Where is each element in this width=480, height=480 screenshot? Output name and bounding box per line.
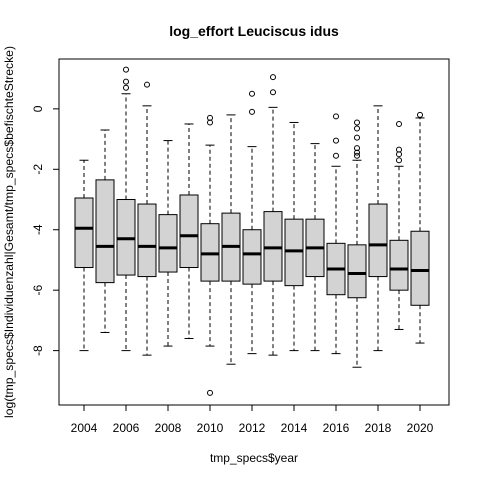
outlier-point	[123, 84, 129, 91]
outlier-point	[333, 113, 339, 120]
iqr-box	[410, 230, 430, 306]
x-tick-label: 2018	[365, 421, 392, 435]
box-2006	[116, 66, 136, 352]
iqr-box	[95, 179, 115, 284]
iqr-box	[284, 218, 304, 287]
y-ticks-group: 0 -2 -4 -6 -8	[31, 105, 59, 356]
outlier-point	[270, 74, 276, 81]
outlier-point	[354, 149, 360, 156]
outlier-point	[354, 119, 360, 126]
x-tick-label: 2008	[155, 421, 182, 435]
iqr-box	[179, 194, 199, 269]
box-2004	[74, 159, 94, 352]
outlier-point	[396, 157, 402, 164]
chart-title: log_effort Leuciscus idus	[169, 23, 339, 39]
x-tick-label: 2020	[407, 421, 434, 435]
box-2008	[158, 140, 178, 347]
outlier-point	[396, 151, 402, 158]
outlier-point	[249, 108, 255, 115]
iqr-box	[242, 229, 262, 285]
box-2017	[347, 119, 367, 368]
outlier-point	[417, 111, 423, 118]
outlier-point	[144, 81, 150, 88]
box-2019	[389, 120, 409, 330]
outlier-point	[333, 152, 339, 159]
y-tick-label: -4	[31, 224, 45, 235]
x-axis-label: tmp_specs$year	[210, 451, 298, 465]
x-tick-label: 2006	[113, 421, 140, 435]
x-tick-label: 2010	[197, 421, 224, 435]
box-2013	[263, 74, 283, 356]
x-ticks-group: 2004 2006 2008 2010 2012 2014 2016 2018 2020	[71, 405, 434, 435]
box-2020	[410, 111, 430, 344]
iqr-box	[389, 239, 409, 291]
outlier-point	[354, 152, 360, 159]
iqr-box	[347, 244, 367, 299]
outlier-point	[354, 125, 360, 132]
box-2015	[305, 143, 325, 352]
box-2005	[95, 129, 115, 333]
box-2012	[242, 90, 262, 355]
x-tick-label: 2012	[239, 421, 266, 435]
iqr-box	[158, 214, 178, 273]
iqr-box	[137, 203, 157, 278]
iqr-box	[74, 197, 94, 269]
y-tick-label: 0	[31, 105, 45, 112]
iqr-box	[200, 223, 220, 282]
outlier-point	[333, 137, 339, 144]
y-tick-label: -8	[31, 345, 45, 356]
x-tick-label: 2016	[323, 421, 350, 435]
y-axis-label: log(tmp_specs$Individuenzahl|Gesamt/tmp_…	[2, 46, 16, 418]
x-tick-label: 2014	[281, 421, 308, 435]
outlier-point	[354, 134, 360, 141]
outlier-point	[207, 389, 213, 396]
iqr-box	[116, 199, 136, 276]
box-2018	[368, 105, 388, 352]
y-tick-label: -6	[31, 285, 45, 296]
box-2010	[200, 114, 220, 396]
box-2014	[284, 121, 304, 352]
box-2007	[137, 81, 157, 356]
outlier-point	[249, 90, 255, 97]
x-tick-label: 2004	[71, 421, 98, 435]
box-2009	[179, 123, 199, 340]
box-2016	[326, 113, 346, 355]
iqr-box	[263, 211, 283, 282]
box-2011	[221, 114, 241, 365]
outlier-point	[396, 120, 402, 127]
outlier-point	[207, 119, 213, 126]
y-tick-label: -2	[31, 164, 45, 175]
iqr-box	[368, 203, 388, 278]
outlier-point	[123, 66, 129, 73]
boxes-group	[74, 66, 430, 396]
outlier-point	[270, 89, 276, 96]
outlier-point	[123, 78, 129, 85]
